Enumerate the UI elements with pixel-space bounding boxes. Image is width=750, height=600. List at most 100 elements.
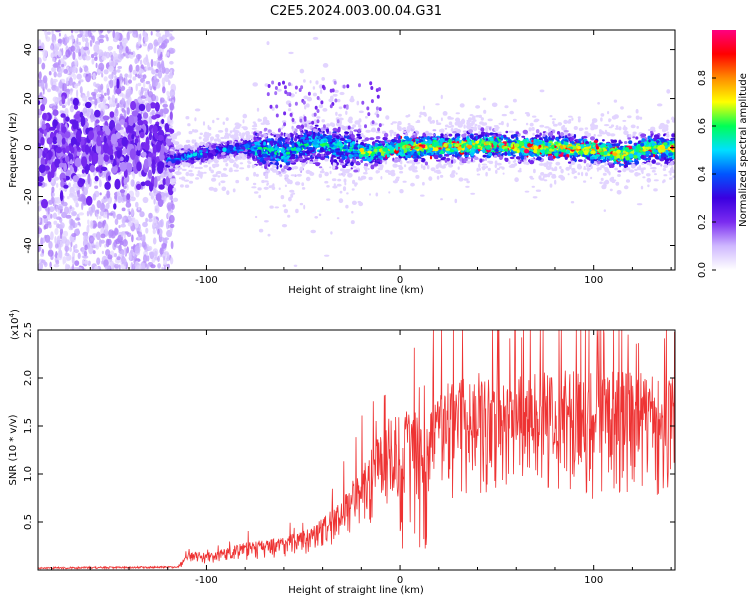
spectral-cell: [98, 215, 102, 220]
spectral-cell: [388, 191, 391, 194]
spectral-cell: [393, 159, 399, 163]
spectral-cell: [481, 163, 488, 166]
spectral-cell: [56, 182, 59, 188]
spectral-cell: [426, 164, 430, 170]
spectral-cell: [128, 96, 132, 103]
spectral-cell: [329, 170, 332, 175]
spectral-cell: [82, 94, 86, 102]
spectral-cell: [88, 72, 92, 78]
spectral-cell: [97, 130, 104, 136]
spectral-cell: [123, 232, 126, 239]
spectral-cell: [77, 221, 81, 226]
spectral-cell: [476, 167, 480, 172]
spectral-cell: [670, 137, 675, 140]
spectral-cell: [134, 219, 139, 229]
spectral-cell: [88, 96, 93, 101]
spectral-cell: [45, 207, 48, 212]
spectral-cell: [628, 140, 633, 145]
spectral-cell: [156, 141, 161, 153]
spectral-cell: [600, 117, 603, 122]
spectral-cell: [195, 177, 200, 180]
spectral-cell: [491, 102, 498, 108]
spectral-cell: [103, 76, 108, 82]
spectral-cell: [321, 119, 326, 123]
spectral-cell: [90, 30, 97, 33]
spectral-cell: [46, 31, 51, 35]
spectral-cell: [44, 30, 47, 36]
spectral-cell: [414, 166, 418, 170]
spectral-cell: [100, 30, 104, 34]
spectral-cell: [73, 187, 80, 191]
spectral-cell: [539, 89, 545, 93]
spectral-cell: [76, 137, 82, 143]
spectral-cell: [163, 192, 168, 199]
spectral-cell: [147, 169, 153, 179]
spectral-cell: [52, 78, 58, 83]
spectral-cell: [157, 228, 160, 235]
spectral-cell: [64, 101, 68, 107]
spectral-cell: [118, 225, 121, 229]
spectral-cell: [121, 98, 125, 105]
spectral-cell: [64, 131, 71, 139]
spectral-cell: [140, 181, 146, 187]
spectral-cell: [44, 234, 47, 239]
spectral-cell: [164, 30, 169, 33]
spectral-cell: [74, 260, 80, 266]
spectral-cell: [284, 184, 287, 188]
spectral-cell: [556, 131, 561, 135]
spectral-cell: [70, 146, 75, 154]
spectral-cell: [148, 83, 152, 89]
spectral-cell: [324, 180, 329, 184]
spectral-cell: [312, 92, 317, 97]
spectral-cell: [135, 73, 138, 78]
spectral-cell: [40, 104, 45, 112]
spectral-cell: [512, 98, 517, 103]
spectral-cell: [156, 30, 159, 31]
spectral-cell: [71, 104, 74, 109]
spectral-cell: [599, 181, 603, 185]
spectral-cell: [514, 177, 519, 183]
spectral-cell: [81, 156, 88, 168]
spectral-cell: [496, 167, 500, 171]
spectral-cell: [153, 75, 157, 80]
spectral-cell: [82, 107, 88, 114]
spectral-cell: [53, 62, 60, 68]
spectral-cell: [58, 32, 61, 37]
spectral-cell: [303, 79, 306, 83]
spectral-cell: [114, 264, 120, 269]
spectral-cell: [160, 218, 164, 228]
spectral-cell: [106, 88, 110, 96]
spectral-cell: [358, 118, 362, 123]
spectral-cell: [125, 77, 128, 86]
spectral-cell: [515, 136, 519, 141]
spectral-cell: [81, 169, 85, 174]
spectral-cell: [91, 204, 96, 213]
spectral-cell: [120, 223, 126, 228]
spectral-cell: [97, 49, 104, 55]
spectral-cell: [517, 169, 522, 173]
spectral-cell: [72, 263, 75, 270]
spectral-cell: [87, 219, 90, 225]
spectral-cell: [82, 255, 89, 259]
spectral-cell: [79, 66, 82, 74]
spectral-cell: [41, 62, 46, 70]
spectral-cell: [101, 73, 104, 78]
spectral-cell: [132, 76, 137, 81]
spectral-cell: [573, 134, 577, 138]
spectral-cell: [585, 172, 588, 177]
spectral-cell: [121, 30, 126, 32]
spectral-cell: [121, 136, 128, 147]
spectral-cell: [172, 197, 179, 202]
spectral-cell: [306, 96, 312, 102]
spectral-cell: [159, 233, 163, 238]
spectral-cell: [109, 154, 114, 161]
spectral-cell: [74, 30, 80, 33]
spectral-cell: [83, 46, 89, 51]
spectral-cell: [324, 171, 329, 177]
spectral-cell: [55, 30, 61, 33]
spectral-cell: [146, 264, 149, 269]
spectral-cell: [93, 88, 97, 93]
spectral-cell: [95, 62, 98, 69]
spectral-cell: [71, 233, 77, 237]
spectral-cell: [128, 114, 135, 127]
